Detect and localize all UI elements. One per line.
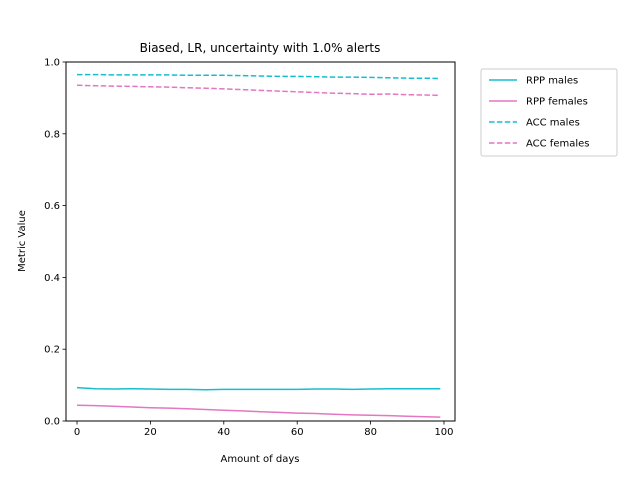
x-tick-label: 100 [434, 427, 453, 438]
legend-label-rpp-males: RPP males [526, 76, 578, 87]
y-tick-label: 0.0 [44, 417, 60, 428]
legend: RPP males RPP females ACC males ACC females [480, 68, 618, 157]
y-tick-label: 0.6 [44, 201, 60, 212]
legend-label-acc-females: ACC females [526, 139, 590, 150]
y-axis-ticks: 0.0 0.2 0.4 0.6 0.8 1.0 [44, 58, 66, 428]
series-line-acc-females [76, 84, 441, 97]
y-axis-label: Metric Value [17, 210, 28, 272]
x-tick-label: 60 [291, 427, 304, 438]
series-line-rpp-females [76, 404, 441, 418]
chart-title: Biased, LR, uncertainty with 1.0% alerts [140, 41, 381, 55]
plot-series [76, 73, 441, 418]
y-tick-label: 0.2 [44, 345, 60, 356]
y-tick-label: 0.8 [44, 129, 60, 140]
y-tick-label: 0.4 [44, 273, 60, 284]
x-tick-label: 40 [217, 427, 230, 438]
x-axis-ticks: 0 20 40 60 80 100 [74, 421, 454, 438]
plot-frame [65, 61, 456, 422]
y-tick-label: 1.0 [44, 58, 60, 69]
x-tick-label: 80 [364, 427, 377, 438]
x-tick-label: 0 [74, 427, 80, 438]
legend-label-acc-males: ACC males [526, 118, 580, 129]
legend-box [480, 68, 618, 157]
series-line-acc-males [77, 73, 441, 80]
x-tick-label: 20 [144, 427, 157, 438]
x-axis-label: Amount of days [221, 454, 300, 465]
legend-label-rpp-females: RPP females [526, 97, 588, 108]
series-line-rpp-males [76, 386, 441, 391]
